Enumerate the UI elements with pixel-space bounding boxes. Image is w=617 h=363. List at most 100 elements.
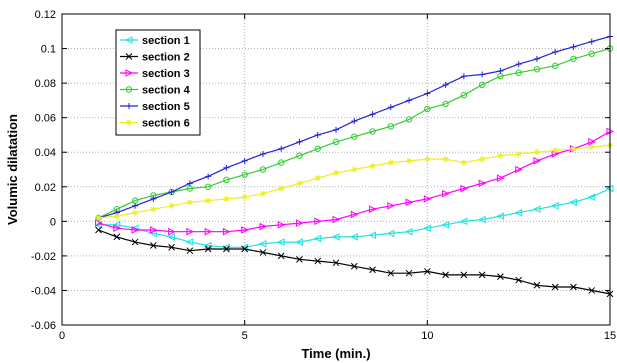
data-point (533, 157, 542, 165)
data-point (186, 247, 194, 255)
data-point (387, 269, 395, 277)
data-point (570, 283, 577, 291)
data-point (186, 180, 193, 187)
data-point (442, 100, 449, 108)
data-point (95, 214, 102, 221)
data-point (259, 166, 267, 173)
data-point (113, 224, 121, 233)
data-point (459, 217, 468, 226)
data-point (405, 198, 414, 207)
y-tick-label: -0.02 (31, 251, 56, 263)
data-point (185, 238, 194, 246)
y-tick-label: -0.04 (31, 285, 56, 297)
legend-label: section 2 (142, 52, 190, 64)
legend-marker (125, 53, 133, 60)
data-point (241, 226, 249, 234)
data-point (258, 239, 267, 248)
series-6 (95, 142, 613, 221)
data-point (423, 268, 431, 275)
data-point (278, 159, 285, 166)
legend-box (115, 29, 201, 136)
legend-marker (126, 103, 132, 109)
data-point (515, 69, 522, 76)
legend-item: section 5 (120, 101, 190, 113)
data-point (515, 150, 522, 157)
data-point (350, 262, 358, 270)
x-tick-labels: 0 5 10 15 (59, 330, 616, 342)
data-point (387, 104, 394, 111)
data-point (259, 222, 268, 231)
data-point (204, 241, 212, 250)
data-point (552, 49, 559, 56)
data-point (259, 249, 267, 256)
data-point (205, 173, 212, 180)
data-point (313, 234, 322, 243)
y-tick-label: 0.08 (35, 78, 56, 90)
y-tick-label: 0.1 (41, 44, 56, 56)
data-point (295, 238, 303, 246)
data-point (332, 259, 340, 267)
data-point (588, 138, 596, 146)
data-point (368, 231, 377, 239)
data-point (588, 38, 595, 45)
legend-label: section 6 (142, 118, 190, 130)
data-point (587, 193, 596, 201)
data-point (460, 184, 468, 193)
data-point (460, 159, 467, 166)
data-point (95, 219, 103, 227)
data-point (241, 194, 248, 201)
data-point (204, 245, 212, 253)
data-point (423, 195, 432, 203)
data-point (405, 116, 413, 123)
data-point (222, 227, 231, 236)
data-point (205, 197, 212, 204)
y-tick-label: 0.02 (35, 182, 56, 194)
legend-item: section 4 (120, 85, 191, 97)
x-tick-label: 0 (59, 330, 65, 342)
legend-label: section 3 (142, 68, 190, 80)
data-point (167, 233, 176, 241)
data-point (570, 145, 577, 152)
data-point (168, 227, 176, 236)
data-point (95, 226, 102, 234)
series-line (98, 48, 611, 219)
data-point (277, 220, 286, 229)
series-5 (95, 33, 613, 221)
data-point (296, 152, 303, 159)
data-point (442, 271, 449, 279)
data-point (570, 43, 577, 50)
series-line (98, 130, 611, 233)
data-point (149, 226, 158, 234)
data-point (479, 71, 486, 78)
data-point (514, 208, 523, 217)
series-3 (95, 127, 615, 236)
y-tick-label: 0.12 (35, 9, 56, 21)
data-point (168, 202, 175, 209)
data-point (386, 229, 395, 238)
data-point (424, 105, 431, 113)
data-point (588, 287, 596, 294)
data-point (405, 269, 413, 277)
data-point (406, 157, 413, 164)
data-point (333, 126, 339, 133)
legend-item: section 6 (120, 118, 190, 130)
data-point (223, 195, 230, 202)
data-point (204, 183, 212, 190)
y-tick-labels: -0.06 -0.04 -0.02 0 0.02 0.04 0.06 0.08 0.1 0.12 (31, 9, 56, 332)
data-point (113, 233, 121, 241)
data-point (515, 276, 523, 284)
data-point (296, 180, 303, 187)
data-point (150, 206, 157, 213)
data-point (533, 149, 540, 156)
data-point (277, 238, 285, 246)
data-point (296, 255, 303, 263)
data-point (259, 150, 266, 157)
series-4 (95, 45, 614, 222)
y-tick-label: 0.06 (35, 113, 56, 125)
data-point (333, 169, 339, 176)
data-point (551, 201, 559, 210)
data-point (241, 171, 248, 178)
data-point (404, 227, 413, 236)
data-point (424, 90, 431, 97)
series-line (98, 187, 611, 248)
